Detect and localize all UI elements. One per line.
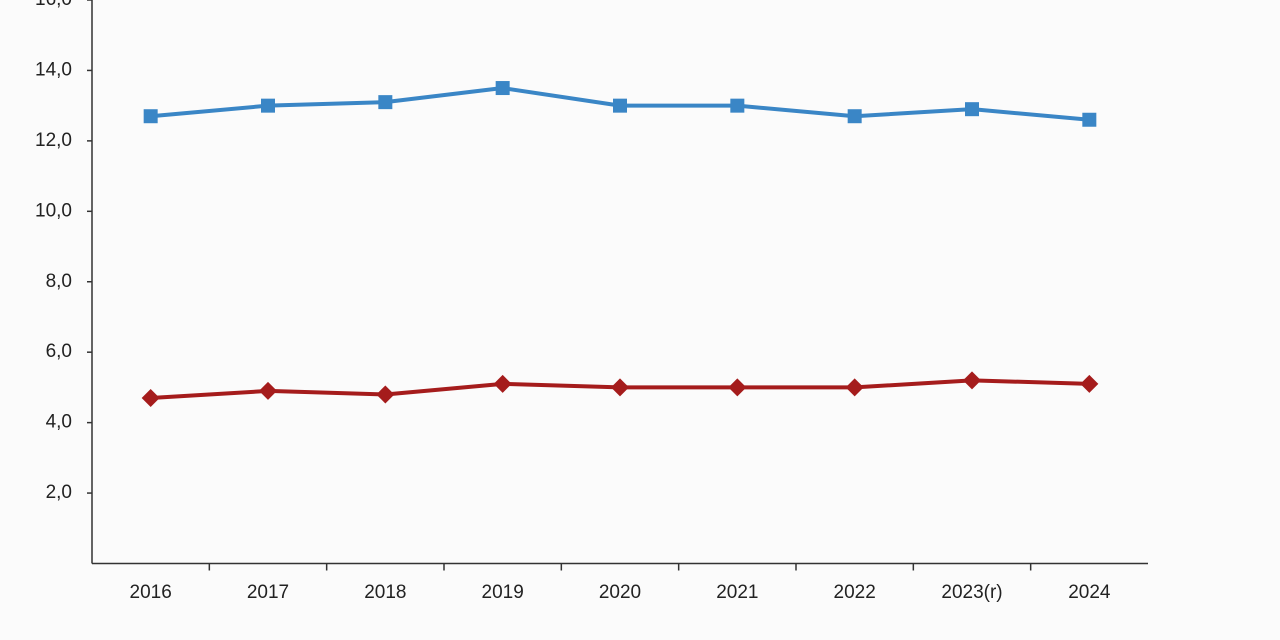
y-tick-label: 14,0 — [35, 59, 72, 80]
marker — [143, 109, 158, 124]
marker — [845, 378, 864, 397]
marker — [847, 109, 862, 124]
x-tick-label: 2022 — [834, 582, 876, 603]
y-tick-label: 12,0 — [35, 130, 72, 151]
y-tick-label: 10,0 — [35, 200, 72, 221]
x-tick-label: 2021 — [716, 582, 758, 603]
marker — [730, 98, 745, 113]
marker — [1080, 374, 1099, 393]
x-tick-label: 2018 — [364, 582, 406, 603]
marker — [141, 388, 160, 407]
marker — [259, 381, 277, 400]
x-tick-label: 2019 — [482, 582, 524, 603]
marker — [963, 371, 981, 390]
y-tick-label: 6,0 — [46, 341, 72, 362]
y-tick-label: 16,0 — [35, 0, 72, 10]
marker — [378, 95, 393, 110]
x-tick-label: 2017 — [247, 582, 289, 603]
marker — [495, 81, 510, 96]
x-tick-label: 2024 — [1068, 582, 1111, 603]
y-tick-label: 4,0 — [46, 412, 72, 433]
marker — [261, 98, 275, 113]
y-tick-label: 8,0 — [46, 271, 72, 292]
x-tick-label: 2020 — [599, 582, 641, 603]
marker — [965, 102, 979, 117]
marker — [611, 378, 629, 397]
marker — [1082, 112, 1097, 127]
y-tick-label: 2,0 — [46, 482, 72, 503]
marker — [613, 98, 627, 113]
marker — [493, 374, 512, 393]
x-tick-label: 2016 — [130, 582, 172, 603]
marker — [376, 385, 395, 404]
x-tick-label: 2023(r) — [941, 582, 1002, 603]
marker — [728, 378, 747, 397]
